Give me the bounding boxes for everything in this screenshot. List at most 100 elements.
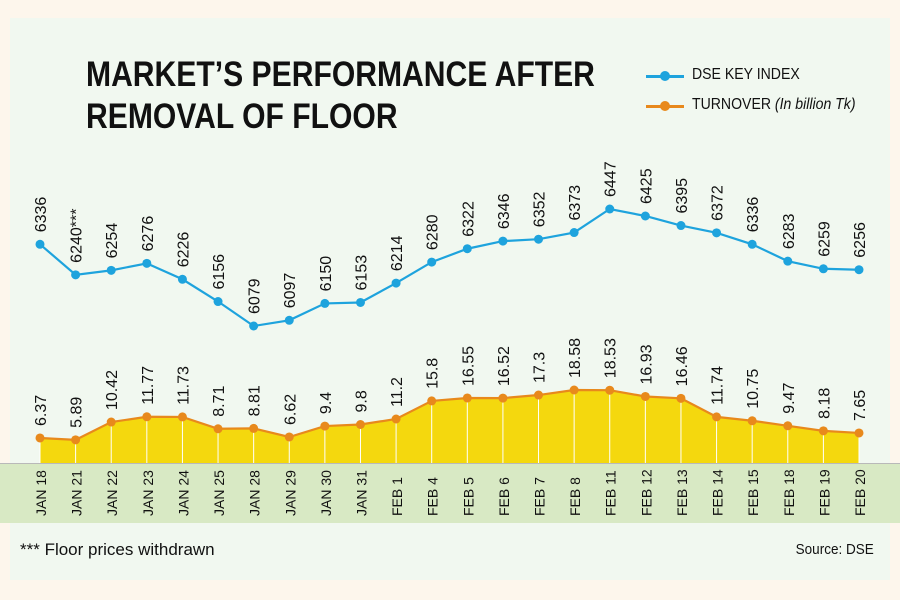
index-point-17 xyxy=(640,211,650,221)
index-point-23 xyxy=(854,265,864,275)
index-label-9: 6153 xyxy=(353,255,370,291)
x-tick-label-13: FEB 6 xyxy=(496,477,512,516)
index-label-17: 6425 xyxy=(638,168,655,204)
turnover-point-17 xyxy=(640,391,650,401)
index-label-5: 6156 xyxy=(211,254,228,290)
turnover-label-7: 6.62 xyxy=(282,394,299,425)
turnover-label-14: 17.3 xyxy=(532,352,549,383)
x-tick-label-8: JAN 30 xyxy=(318,470,334,516)
index-label-20: 6336 xyxy=(745,197,762,233)
index-label-11: 6280 xyxy=(425,214,442,250)
x-tick-label-2: JAN 22 xyxy=(104,470,120,516)
index-point-9 xyxy=(355,297,365,307)
turnover-label-11: 15.8 xyxy=(425,358,442,389)
index-point-20 xyxy=(747,239,757,249)
x-tick-label-7: JAN 29 xyxy=(282,470,298,516)
index-point-3 xyxy=(142,258,152,268)
index-label-3: 6276 xyxy=(140,216,157,252)
index-label-12: 6322 xyxy=(460,201,477,237)
turnover-area xyxy=(40,390,859,463)
chart-title-line-2: REMOVAL OF FLOOR xyxy=(86,97,398,136)
legend-dot-turnover xyxy=(660,101,670,111)
index-point-16 xyxy=(605,204,615,214)
index-label-2: 6254 xyxy=(104,223,121,259)
index-line xyxy=(39,207,860,328)
x-tick-label-12: FEB 5 xyxy=(460,477,476,516)
turnover-label-22: 8.18 xyxy=(816,388,833,419)
turnover-label-2: 10.42 xyxy=(104,370,121,410)
index-point-19 xyxy=(712,228,722,238)
x-tick-label-22: FEB 19 xyxy=(816,469,832,516)
index-point-1 xyxy=(71,270,81,280)
turnover-point-15 xyxy=(569,385,579,395)
index-label-0: 6336 xyxy=(33,197,50,233)
index-point-12 xyxy=(462,244,472,254)
index-point-14 xyxy=(534,234,544,244)
turnover-point-16 xyxy=(605,385,615,395)
turnover-label-10: 11.2 xyxy=(389,377,406,407)
index-point-4 xyxy=(177,274,187,284)
turnover-point-6 xyxy=(249,423,259,433)
turnover-point-14 xyxy=(534,390,544,400)
turnover-point-7 xyxy=(284,432,294,442)
index-point-0 xyxy=(35,239,45,249)
x-tick-label-21: FEB 18 xyxy=(781,469,797,516)
x-axis-band xyxy=(0,463,900,523)
x-tick-label-23: FEB 20 xyxy=(852,469,868,516)
index-label-22: 6259 xyxy=(816,221,833,257)
turnover-label-13: 16.52 xyxy=(496,346,513,386)
turnover-point-3 xyxy=(142,412,152,422)
legend-label-turnover-unit: (In billion Tk) xyxy=(774,96,856,113)
turnover-point-21 xyxy=(783,421,793,431)
x-tick-label-9: JAN 31 xyxy=(353,470,369,516)
index-point-2 xyxy=(106,265,116,275)
index-label-4: 6226 xyxy=(175,232,192,268)
index-point-22 xyxy=(818,264,828,274)
turnover-point-1 xyxy=(71,435,81,445)
x-tick-label-18: FEB 13 xyxy=(674,469,690,516)
source-note: Source: DSE xyxy=(795,541,874,558)
x-tick-label-10: FEB 1 xyxy=(389,477,405,516)
x-tick-label-16: FEB 11 xyxy=(603,470,619,516)
chart-title-line-1: MARKET’S PERFORMANCE AFTER xyxy=(86,55,595,94)
x-tick-label-6: JAN 28 xyxy=(247,470,263,516)
turnover-point-19 xyxy=(712,412,722,422)
index-label-21: 6283 xyxy=(781,213,798,249)
footnote: *** Floor prices withdrawn xyxy=(20,540,215,559)
index-point-21 xyxy=(783,256,793,266)
turnover-point-4 xyxy=(177,412,187,422)
index-label-16: 6447 xyxy=(603,161,620,197)
turnover-point-22 xyxy=(818,426,828,436)
turnover-point-0 xyxy=(35,433,45,443)
x-tick-label-3: JAN 23 xyxy=(140,470,156,516)
index-label-15: 6373 xyxy=(567,185,584,221)
index-point-5 xyxy=(213,297,223,307)
index-label-19: 6372 xyxy=(710,185,727,221)
index-label-18: 6395 xyxy=(674,178,691,214)
turnover-label-1: 5.89 xyxy=(69,397,86,428)
turnover-point-10 xyxy=(391,414,401,424)
turnover-label-23: 7.65 xyxy=(852,390,869,421)
turnover-line xyxy=(39,388,860,441)
index-label-7: 6097 xyxy=(282,273,299,309)
turnover-label-3: 11.77 xyxy=(140,366,157,405)
index-point-18 xyxy=(676,221,686,231)
turnover-label-9: 9.8 xyxy=(353,390,370,412)
x-tick-label-5: JAN 25 xyxy=(211,470,227,516)
turnover-point-8 xyxy=(320,421,330,431)
index-label-23: 6256 xyxy=(852,222,869,258)
turnover-label-19: 11.74 xyxy=(710,366,727,405)
x-tick-label-15: FEB 8 xyxy=(567,477,583,516)
index-point-15 xyxy=(569,228,579,238)
turnover-label-17: 16.93 xyxy=(638,344,655,384)
index-label-14: 6352 xyxy=(532,192,549,228)
x-tick-label-0: JAN 18 xyxy=(33,470,49,516)
turnover-point-18 xyxy=(676,393,686,403)
turnover-label-12: 16.55 xyxy=(460,346,477,386)
x-tick-label-11: FEB 4 xyxy=(425,477,441,516)
turnover-point-11 xyxy=(427,396,437,406)
turnover-point-9 xyxy=(355,419,365,429)
x-tick-label-20: FEB 15 xyxy=(745,469,761,516)
index-point-7 xyxy=(284,315,294,325)
